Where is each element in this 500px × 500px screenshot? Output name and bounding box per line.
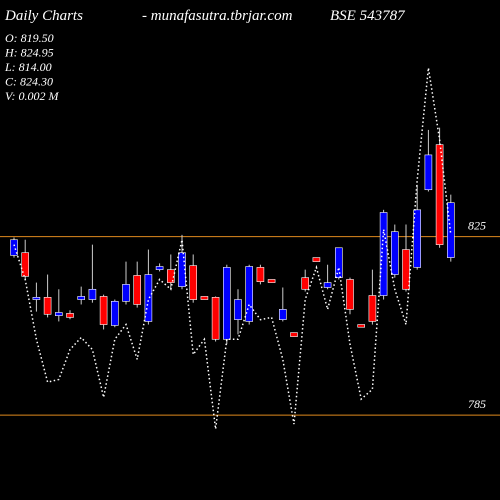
- candle-body: [312, 257, 321, 262]
- candle-body: [413, 209, 422, 268]
- candle-body: [234, 299, 242, 320]
- candle-body: [323, 282, 332, 288]
- candle-body: [21, 252, 30, 277]
- candle-body: [357, 324, 366, 328]
- candle-body: [88, 288, 97, 300]
- info-line: V: 0.002 M: [5, 89, 60, 103]
- info-line: C: 824.30: [5, 75, 53, 89]
- candle-body: [278, 309, 287, 320]
- y-tick-label: 785: [468, 397, 486, 411]
- candle-body: [189, 265, 197, 300]
- candle-body: [167, 269, 175, 283]
- symbol: BSE 543787: [330, 8, 406, 24]
- candle-body: [111, 301, 119, 326]
- info-block: O: 819.50H: 824.95L: 814.00C: 824.30V: 0…: [4, 31, 60, 103]
- candle-body: [390, 231, 399, 275]
- candle-body: [66, 313, 74, 318]
- candle-body: [379, 212, 388, 296]
- candle-body: [77, 296, 85, 300]
- candle-body: [256, 267, 265, 282]
- candle-body: [32, 297, 41, 300]
- candle-body: [99, 296, 108, 325]
- candle-body: [200, 296, 209, 300]
- candle-body: [43, 297, 52, 315]
- info-line: L: 814.00: [4, 60, 52, 74]
- plot: 825 785: [0, 67, 500, 430]
- candle-body: [346, 279, 354, 310]
- candle-body: [122, 284, 130, 302]
- candle-body: [301, 277, 310, 290]
- candle-body: [223, 267, 231, 340]
- chart-subtitle: - munafasutra.tbrjar.com: [142, 8, 293, 24]
- candle-body: [245, 266, 253, 322]
- candle-body: [267, 279, 276, 283]
- candle-body: [155, 266, 164, 270]
- candle-body: [10, 239, 18, 256]
- y-tick-label: 825: [468, 218, 486, 232]
- info-line: O: 819.50: [5, 31, 54, 45]
- chart-title: Daily Charts: [4, 8, 83, 24]
- candle-body: [54, 312, 63, 316]
- info-line: H: 824.95: [4, 46, 54, 60]
- candle-body: [334, 247, 343, 278]
- candle-body: [424, 154, 433, 191]
- candle-body: [446, 202, 455, 258]
- candle-body: [368, 295, 377, 322]
- candle-body: [290, 332, 298, 337]
- candle-body: [211, 297, 220, 340]
- candle-body: [402, 249, 410, 290]
- candle-body: [144, 274, 153, 322]
- candle-body: [133, 275, 141, 305]
